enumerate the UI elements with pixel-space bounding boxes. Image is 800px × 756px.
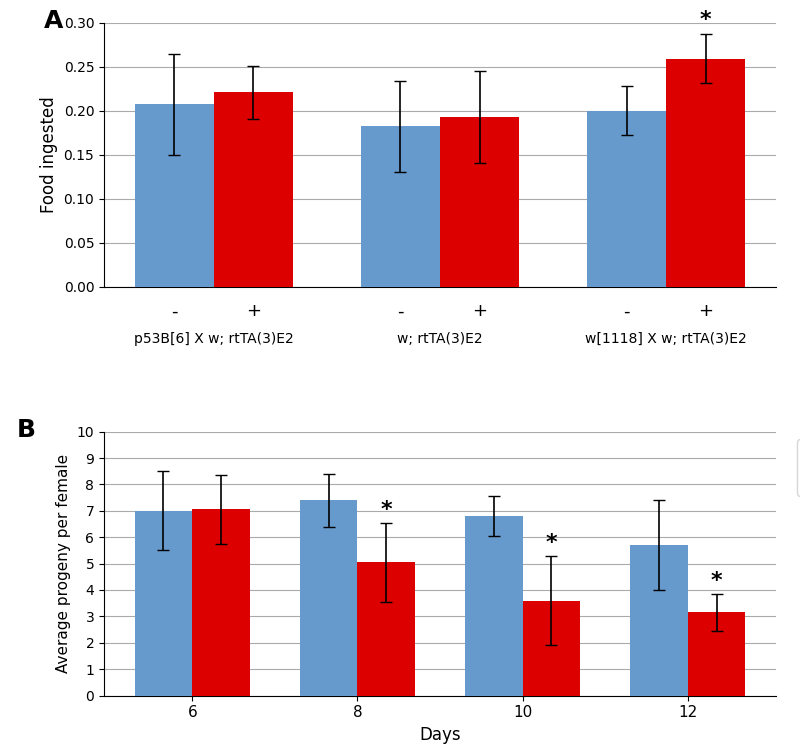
Bar	[465, 516, 522, 696]
Bar	[630, 545, 688, 696]
Bar	[192, 510, 250, 696]
Text: *: *	[710, 572, 722, 591]
Bar	[688, 612, 746, 696]
Bar	[361, 126, 440, 287]
Y-axis label: Food ingested: Food ingested	[40, 96, 58, 213]
Text: -: -	[623, 302, 630, 321]
Bar	[440, 116, 519, 287]
Text: w; rtTA(3)E2: w; rtTA(3)E2	[397, 333, 483, 346]
Text: w[1118] X w; rtTA(3)E2: w[1118] X w; rtTA(3)E2	[586, 333, 747, 346]
Text: +: +	[246, 302, 261, 321]
Text: +: +	[698, 302, 714, 321]
X-axis label: Days: Days	[419, 726, 461, 744]
Text: *: *	[546, 533, 558, 553]
Bar	[134, 104, 214, 287]
Bar	[214, 92, 293, 287]
Bar	[666, 59, 746, 287]
Text: A: A	[43, 10, 63, 33]
Bar	[134, 511, 192, 696]
Y-axis label: Average progeny per female: Average progeny per female	[56, 454, 71, 673]
Text: +: +	[472, 302, 487, 321]
Text: *: *	[381, 500, 392, 520]
Bar	[358, 562, 415, 696]
Bar	[300, 500, 358, 696]
Text: *: *	[700, 10, 712, 29]
Text: p53B[6] X w; rtTA(3)E2: p53B[6] X w; rtTA(3)E2	[134, 333, 294, 346]
Bar	[587, 110, 666, 287]
Text: B: B	[17, 419, 36, 442]
Legend: - RU486, + RU486: - RU486, + RU486	[797, 439, 800, 497]
Text: -: -	[397, 302, 404, 321]
Bar	[522, 600, 580, 696]
Text: -: -	[171, 302, 178, 321]
